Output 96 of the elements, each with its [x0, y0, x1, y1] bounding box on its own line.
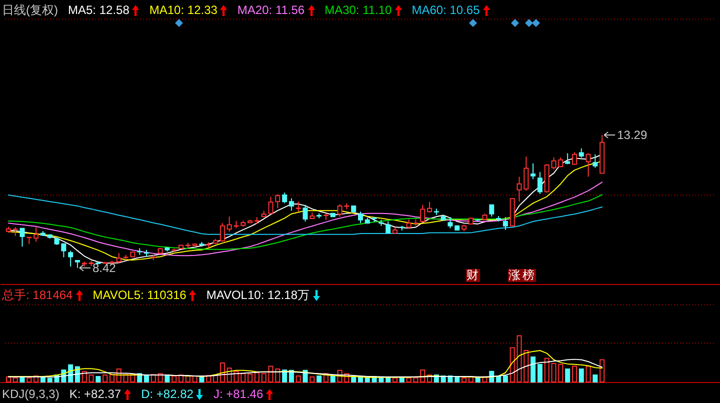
bar — [248, 374, 253, 382]
candlestick — [448, 216, 453, 229]
candlestick — [592, 154, 598, 168]
chart-title: 日线(复权) — [2, 3, 58, 17]
candlestick — [358, 211, 363, 224]
annotation: 榜 — [522, 268, 536, 282]
bar — [6, 376, 11, 382]
candlestick — [20, 228, 25, 248]
bar — [544, 358, 550, 382]
bar — [578, 368, 584, 382]
bar — [502, 375, 508, 382]
bar — [565, 368, 570, 382]
bar — [323, 373, 328, 382]
text: MAVOL10: 12.18万 — [206, 288, 310, 302]
candlestick — [502, 216, 508, 230]
candlestick — [537, 172, 542, 194]
candlestick — [302, 204, 308, 222]
candlestick — [489, 204, 494, 218]
bar — [26, 377, 32, 382]
bar — [592, 374, 598, 382]
bar — [454, 376, 460, 382]
text: MA30: 11.10 — [324, 3, 392, 17]
candlestick — [530, 162, 536, 180]
bar — [572, 366, 577, 382]
bar — [462, 377, 467, 382]
candlestick — [116, 252, 122, 264]
bar — [109, 374, 114, 382]
text: MAVOL5: 110316 — [92, 288, 186, 302]
bar — [172, 375, 177, 382]
bar — [482, 376, 488, 382]
bar — [213, 374, 218, 382]
bar — [158, 373, 163, 382]
bar — [475, 377, 480, 382]
bar — [427, 374, 432, 382]
bar — [316, 375, 322, 382]
text: MA5: 12.58 — [68, 3, 130, 17]
bar — [102, 374, 108, 382]
bar — [399, 377, 404, 382]
bar — [178, 374, 184, 382]
bar — [220, 362, 225, 382]
text: D: +82.82 — [141, 387, 194, 401]
candlestick — [26, 236, 32, 244]
bar — [96, 376, 101, 382]
bar — [254, 372, 260, 382]
candlestick — [427, 201, 432, 213]
candlestick — [288, 198, 294, 212]
candlestick — [220, 222, 225, 242]
bar — [510, 347, 515, 382]
annotation: 财 — [466, 268, 480, 282]
candlestick — [34, 226, 39, 242]
annotation: 涨 — [508, 268, 522, 282]
bar — [496, 376, 502, 382]
bar — [530, 356, 536, 382]
bar — [185, 375, 190, 382]
candlestick — [420, 204, 426, 224]
bar — [468, 376, 474, 382]
bar — [261, 373, 266, 382]
bar — [88, 374, 94, 382]
bar — [351, 376, 356, 382]
text: KDJ(9,3,3) — [2, 387, 60, 401]
annotation: 8.42 — [92, 260, 116, 275]
bar — [34, 375, 39, 382]
bar — [12, 377, 18, 382]
candlestick — [578, 148, 584, 158]
candlestick — [68, 250, 74, 268]
bar — [150, 374, 156, 382]
bar — [240, 373, 246, 382]
text: MA60: 10.65 — [412, 3, 480, 17]
bar — [206, 375, 212, 382]
bar — [144, 374, 150, 382]
candlestick — [572, 152, 577, 166]
bar — [192, 375, 198, 382]
text: K: +82.37 — [69, 387, 122, 401]
text: 13.29 — [617, 128, 648, 142]
bar — [310, 376, 315, 382]
bar — [296, 375, 301, 382]
text: MA20: 11.56 — [237, 3, 305, 17]
bar — [586, 366, 591, 382]
bar — [364, 377, 370, 382]
bar — [82, 370, 87, 382]
candlestick — [282, 192, 288, 204]
bar — [116, 368, 122, 382]
bar — [164, 375, 170, 382]
candlestick — [296, 201, 301, 212]
text: MA10: 12.33 — [149, 3, 218, 17]
text: J: +81.46 — [213, 387, 264, 401]
bar — [537, 364, 542, 382]
candlestick — [586, 152, 591, 178]
bar — [420, 369, 426, 382]
bar — [47, 378, 52, 382]
text: 总手: 181464 — [2, 288, 73, 302]
bar — [392, 377, 398, 382]
bar — [600, 359, 605, 382]
bar — [386, 377, 391, 382]
candlestick — [386, 221, 391, 234]
bar — [330, 375, 336, 382]
